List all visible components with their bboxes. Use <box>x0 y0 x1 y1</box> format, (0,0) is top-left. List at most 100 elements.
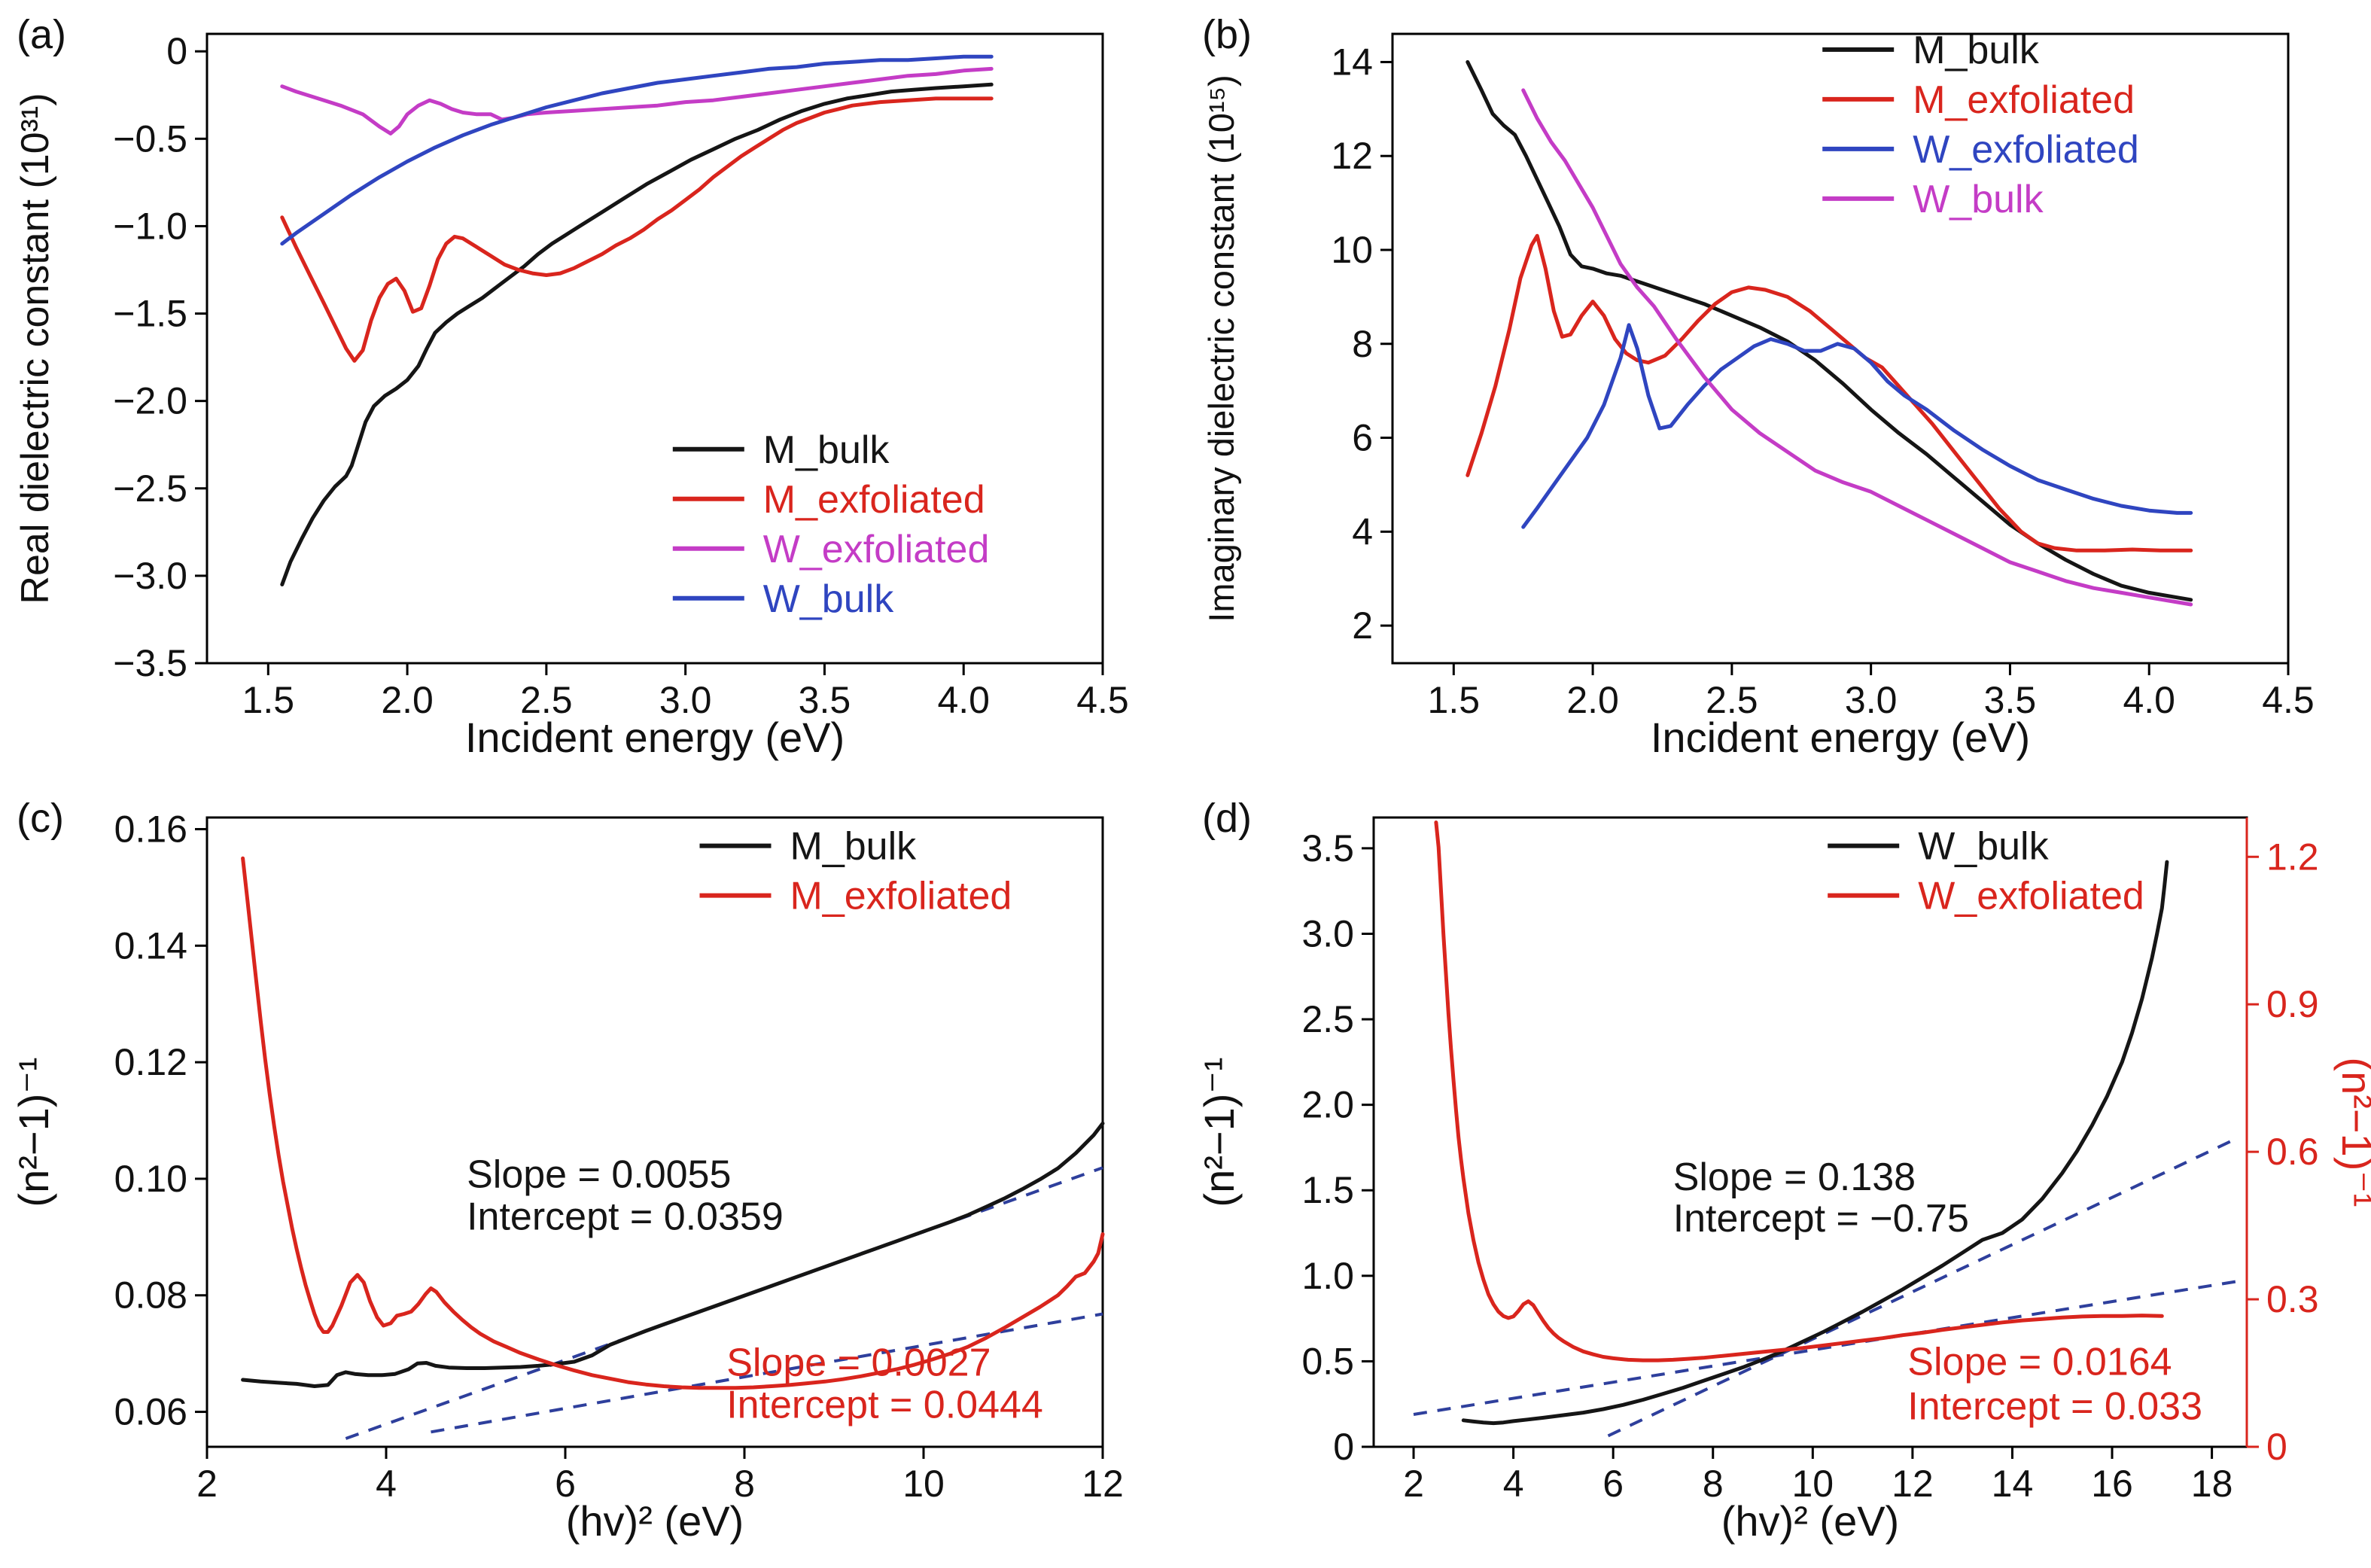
y-tick-label: 12 <box>1331 135 1373 177</box>
annotation: Intercept = 0.033 <box>1907 1385 2202 1429</box>
x-tick-label: 1.5 <box>242 679 295 721</box>
panel-c-chart: 2 4 6 8 10 12 0.06 0.08 0.10 0.12 0.14 0.16 (hv)² (e… <box>0 784 1186 1567</box>
y-tick-label: 0.16 <box>114 808 187 850</box>
y-tick-label: 0.10 <box>114 1158 187 1200</box>
x-axis-label: (hv)² (eV) <box>1721 1497 1899 1545</box>
legend-label: M_bulk <box>763 428 890 472</box>
plot-frame <box>205 816 1104 1448</box>
fit-line <box>1413 1280 2238 1416</box>
x-tick-label: 4.0 <box>937 679 990 721</box>
y-tick-label: 2.0 <box>1301 1084 1354 1126</box>
panel-d-chart: 2 4 6 8 10 12 14 16 18 0 0.5 1.0 1.5 2.0 2.5 3.0 3.5 0 0.3… <box>1186 784 2371 1567</box>
legend-label: M_bulk <box>1913 29 2040 72</box>
legend-label: W_bulk <box>763 577 894 621</box>
y-tick-label: 0.06 <box>114 1391 187 1433</box>
y-axis-label: Real dielectric constant (10³¹) <box>14 93 57 604</box>
series-m_bulk <box>1466 59 2193 602</box>
x-tick-label: 14 <box>1992 1463 2034 1505</box>
y2-tick-label: 0.3 <box>2266 1278 2319 1320</box>
y-tick-label: 0.14 <box>114 924 187 967</box>
fit-line <box>431 1312 1103 1434</box>
series-w_bulk <box>1521 88 2193 607</box>
x-tick-label: 2 <box>196 1463 218 1505</box>
x-tick-label: 16 <box>2091 1463 2133 1505</box>
y2-axis-label: (n²−1)⁻¹ <box>2333 1057 2371 1207</box>
y-tick-label: 4 <box>1352 510 1373 553</box>
x-tick-label: 2.0 <box>381 679 434 721</box>
y2-tick-label: 1.2 <box>2266 836 2319 878</box>
y-tick-label: −2.5 <box>113 467 187 510</box>
y-tick-label: −1.0 <box>113 205 187 247</box>
series-m_exfoliated <box>280 96 994 363</box>
y-axis-label: Imaginary dielectric constant (10¹⁵) <box>1201 75 1241 622</box>
x-tick-label: 3.0 <box>1845 679 1898 721</box>
series-w_bulk <box>280 54 994 246</box>
y2-tick-label: 0 <box>2266 1426 2287 1468</box>
series-m_exfoliated <box>241 856 1105 1390</box>
x-tick-label: 3.0 <box>659 679 712 721</box>
y-tick-label: 3.0 <box>1301 912 1354 955</box>
legend-label: M_exfoliated <box>1913 78 2135 122</box>
y-tick-label: −3.5 <box>113 642 187 684</box>
x-tick-label: 4.5 <box>2262 679 2315 721</box>
x-tick-label: 3.5 <box>1984 679 2037 721</box>
y-tick-label: −1.5 <box>113 293 187 335</box>
x-tick-label: 4.0 <box>2123 679 2175 721</box>
annotation: Intercept = −0.75 <box>1673 1197 1969 1241</box>
y-tick-label: 6 <box>1352 417 1373 459</box>
y-axis-label: (n²−1)⁻¹ <box>10 1057 57 1207</box>
series-m_exfoliated <box>1466 233 2193 553</box>
legend-label: M_bulk <box>790 825 918 869</box>
plot-frame <box>1391 32 2290 665</box>
x-tick-label: 2.5 <box>1706 679 1758 721</box>
y-tick-label: −2.0 <box>113 380 187 422</box>
y-tick-label: 8 <box>1352 323 1373 365</box>
annotation: Intercept = 0.0444 <box>726 1383 1043 1426</box>
y-tick-label: 2.5 <box>1301 998 1354 1040</box>
y-tick-label: 0 <box>166 30 187 72</box>
legend-label: W_exfoliated <box>1913 128 2139 172</box>
x-tick-label: 12 <box>1892 1463 1934 1505</box>
y-tick-label: 2 <box>1352 604 1373 647</box>
annotation: Intercept = 0.0359 <box>467 1195 784 1238</box>
x-axis-label: Incident energy (eV) <box>465 714 845 761</box>
x-tick-label: 10 <box>1792 1463 1834 1505</box>
y-tick-label: −3.0 <box>113 555 187 597</box>
y-tick-label: 0 <box>1333 1426 1354 1468</box>
y-tick-label: 1.0 <box>1301 1255 1354 1297</box>
panel-a-chart: 1.5 2.0 2.5 3.0 3.5 4.0 4.5 0 −0.5 −1.0 −1.5 −2.0 −2… <box>0 0 1186 784</box>
x-tick-label: 10 <box>902 1463 945 1505</box>
annotation: Slope = 0.0055 <box>467 1153 731 1197</box>
panel-label: (a) <box>17 12 66 57</box>
y-tick-label: 3.5 <box>1301 827 1354 869</box>
y-tick-label: 0.08 <box>114 1274 187 1317</box>
x-tick-label: 2.0 <box>1566 679 1619 721</box>
x-tick-label: 12 <box>1082 1463 1124 1505</box>
series-m_bulk <box>241 1121 1105 1388</box>
panel-label: (d) <box>1202 796 1252 841</box>
x-tick-label: 4 <box>1503 1463 1524 1505</box>
legend-label: M_exfoliated <box>763 478 985 522</box>
x-tick-label: 2.5 <box>520 679 573 721</box>
y-tick-label: 14 <box>1331 41 1373 83</box>
annotation: Slope = 0.0164 <box>1907 1341 2172 1384</box>
series-w_exfoliated <box>1434 821 2164 1362</box>
plot-frame <box>205 32 1104 665</box>
y2-tick-label: 0.9 <box>2266 983 2319 1025</box>
y-tick-label: 1.5 <box>1301 1169 1354 1211</box>
series-w_bulk <box>1461 860 2169 1426</box>
annotation: Slope = 0.0027 <box>726 1341 991 1385</box>
annotation: Slope = 0.138 <box>1673 1155 1916 1199</box>
x-tick-label: 4 <box>376 1463 397 1505</box>
series-m_bulk <box>280 82 994 586</box>
legend-label: W_bulk <box>1918 825 2049 869</box>
x-tick-label: 4.5 <box>1076 679 1129 721</box>
fit-line <box>1607 1139 2233 1438</box>
legend-label: M_exfoliated <box>790 875 1012 918</box>
panel-label: (b) <box>1202 12 1252 57</box>
x-tick-label: 3.5 <box>799 679 851 721</box>
y2-tick-label: 0.6 <box>2266 1131 2319 1173</box>
panel-b-chart: 1.5 2.0 2.5 3.0 3.5 4.0 4.5 2 4 6 8 10 12 14 Incident … <box>1186 0 2371 784</box>
y-tick-label: 10 <box>1331 229 1373 271</box>
